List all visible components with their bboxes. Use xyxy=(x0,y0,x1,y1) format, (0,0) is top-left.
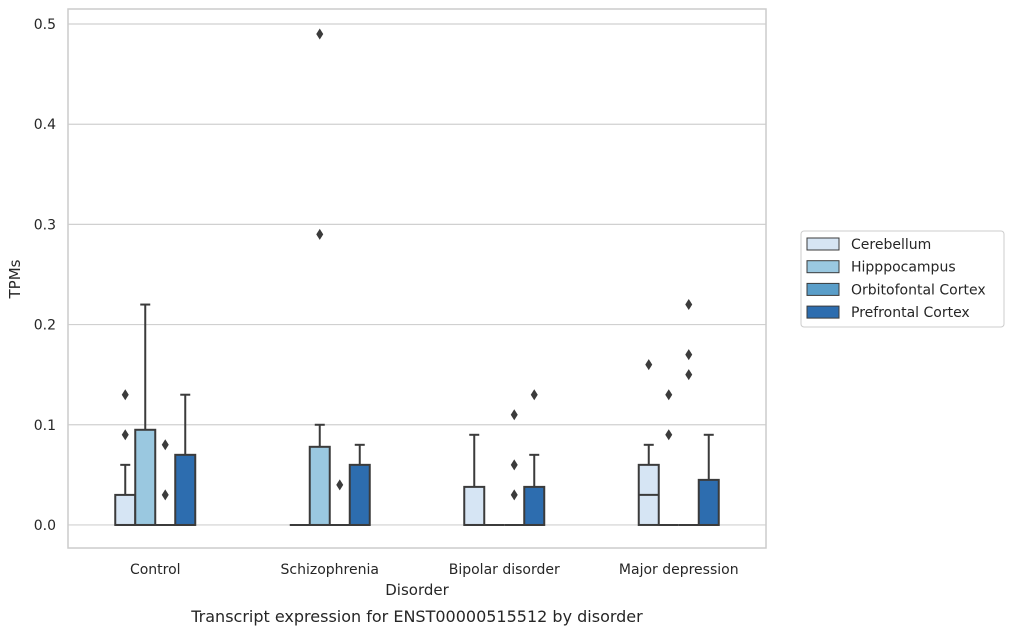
outlier-marker xyxy=(161,439,169,451)
outlier-marker xyxy=(645,359,653,371)
box-body xyxy=(463,485,486,526)
outlier-marker xyxy=(121,429,129,441)
legend-swatch xyxy=(806,305,840,319)
y-tick-label: 0.5 xyxy=(34,17,56,33)
box-schizophrenia-prefrontal-cortex xyxy=(348,443,371,526)
legend-item: Hipppocampus xyxy=(806,260,956,276)
x-axis-ticks: Control Schizophrenia Bipolar disorder Majo… xyxy=(130,562,739,578)
outlier-marker xyxy=(530,389,538,401)
outlier-marker xyxy=(665,429,673,441)
box-body xyxy=(523,485,546,526)
box-control-cerebellum xyxy=(114,389,137,526)
box-schizophrenia-hipppocampus xyxy=(308,28,331,526)
legend-label: Prefrontal Cortex xyxy=(851,305,970,321)
outlier-marker xyxy=(510,459,518,471)
box-bipolar-disorder-orbitofontal-cortex xyxy=(504,409,525,526)
outlier-marker xyxy=(336,479,344,491)
x-tick-label: Schizophrenia xyxy=(281,562,379,578)
x-tick-label: Bipolar disorder xyxy=(449,562,560,578)
y-tick-label: 0.3 xyxy=(34,217,56,233)
box-body xyxy=(114,493,137,526)
box-body xyxy=(174,453,197,526)
outlier-marker xyxy=(685,369,693,381)
legend-label: Orbitofontal Cortex xyxy=(851,282,986,298)
box-control-orbitofontal-cortex xyxy=(155,439,176,526)
y-tick-label: 0.2 xyxy=(34,318,56,334)
legend-item: Prefrontal Cortex xyxy=(806,305,970,321)
box-schizophrenia-orbitofontal-cortex xyxy=(329,479,350,526)
box-body xyxy=(348,463,371,526)
legend-label: Hipppocampus xyxy=(851,260,956,276)
plot-frame xyxy=(67,8,767,549)
box-control-prefrontal-cortex xyxy=(174,393,197,526)
y-tick-label: 0.0 xyxy=(34,518,56,534)
box-bipolar-disorder-prefrontal-cortex xyxy=(523,389,546,526)
legend-swatch xyxy=(806,237,840,251)
legend: Cerebellum Hipppocampus Orbitofontal Corte… xyxy=(800,230,1005,328)
outlier-marker xyxy=(161,489,169,501)
box-plot-area xyxy=(114,28,720,526)
box-control-hipppocampus xyxy=(134,303,157,526)
outlier-marker xyxy=(510,409,518,421)
box-major-depression-cerebellum xyxy=(637,359,660,526)
outlier-marker xyxy=(685,349,693,361)
outlier-marker xyxy=(685,299,693,311)
chart-caption: Transcript expression for ENST0000051551… xyxy=(190,607,643,626)
legend-swatch xyxy=(806,282,840,296)
legend-items: Cerebellum Hipppocampus Orbitofontal Corte… xyxy=(806,237,986,321)
y-axis-ticks: 0.0 0.1 0.2 0.3 0.4 0.5 xyxy=(34,17,56,534)
legend-swatch xyxy=(806,260,840,274)
y-axis-title: TPMs xyxy=(6,259,24,299)
x-tick-label: Control xyxy=(130,562,181,578)
outlier-marker xyxy=(510,489,518,501)
legend-label: Cerebellum xyxy=(851,237,931,253)
outlier-marker xyxy=(316,228,324,240)
outlier-marker xyxy=(121,389,129,401)
legend-item: Cerebellum xyxy=(806,237,931,253)
box-body xyxy=(134,428,157,526)
box-major-depression-orbitofontal-cortex xyxy=(678,299,699,526)
gridlines xyxy=(68,23,766,526)
outlier-marker xyxy=(316,28,324,40)
y-tick-label: 0.4 xyxy=(34,117,56,133)
outlier-marker xyxy=(665,389,673,401)
box-major-depression-prefrontal-cortex xyxy=(697,433,720,526)
x-tick-label: Major depression xyxy=(619,562,739,578)
box-body xyxy=(308,445,331,526)
legend-item: Orbitofontal Cortex xyxy=(806,282,986,298)
legend-frame xyxy=(800,230,1005,328)
box-body xyxy=(697,478,720,526)
box-major-depression-hipppocampus xyxy=(658,389,679,526)
box-bipolar-disorder-cerebellum xyxy=(463,433,486,526)
y-tick-label: 0.1 xyxy=(34,418,56,434)
x-axis-title: Disorder xyxy=(385,581,449,599)
